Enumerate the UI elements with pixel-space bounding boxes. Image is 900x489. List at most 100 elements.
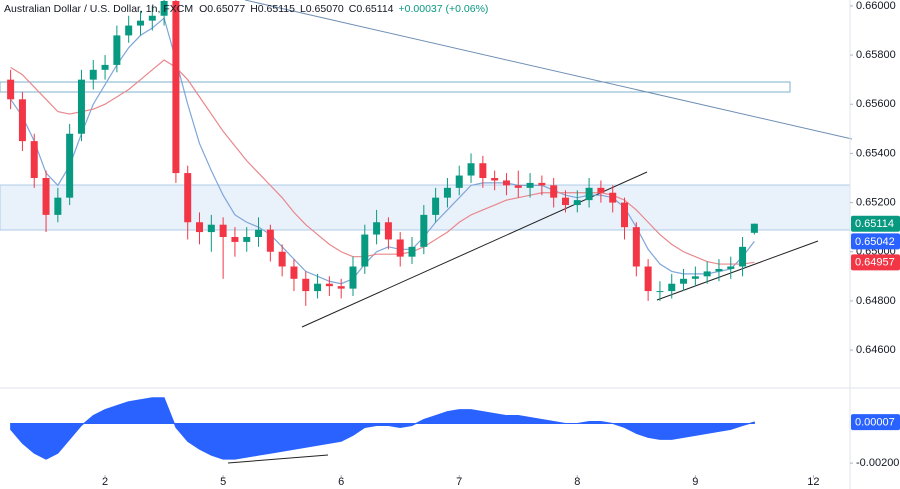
candle-body [7, 79, 15, 100]
moving-average [10, 59, 755, 265]
candle-body [196, 222, 204, 233]
zone-box [0, 81, 791, 93]
price-badge-label: 0.64957 [855, 257, 895, 269]
candle-body [373, 222, 381, 235]
y-tick-label: -0.00200 [856, 457, 899, 469]
candle-body [314, 283, 322, 292]
x-tick-label: 2 [102, 476, 108, 488]
candle-body [77, 79, 85, 134]
x-tick-label: 5 [220, 476, 226, 488]
candle-body [89, 69, 97, 80]
price-badge [851, 233, 900, 250]
candle-body [172, 0, 180, 174]
chart-title: Australian Dollar / U.S. Dollar, 1h, FXC… [4, 3, 193, 15]
header-value: L0.65070 [300, 3, 344, 15]
y-tick-label: 0.66000 [856, 0, 896, 12]
candle-body [514, 185, 522, 188]
candle-body [148, 15, 156, 21]
y-tick-label: 0.65800 [856, 49, 896, 61]
candle-body [491, 177, 499, 181]
candle-body [455, 175, 463, 188]
candle-body [325, 283, 333, 287]
candle-body [396, 239, 404, 257]
candle-body [42, 177, 50, 215]
header-value: +0.00037 (+0.06%) [399, 3, 489, 15]
candle-body [302, 278, 310, 292]
header-value: O0.65077 [199, 3, 245, 15]
trend-line [244, 0, 853, 140]
x-tick-label: 6 [338, 476, 344, 488]
candle-body [290, 266, 298, 279]
candle-body [632, 227, 640, 267]
candle-body [668, 283, 676, 292]
trend-line [227, 454, 329, 464]
axis: 0.646000.648000.650000.652000.654000.656… [102, 0, 900, 488]
y-tick-label: 0.64800 [856, 295, 896, 307]
x-tick-label: 9 [692, 476, 698, 488]
y-tick-label: 0.65200 [856, 196, 896, 208]
candle-body [432, 197, 440, 215]
y-tick-label: 0.65600 [856, 98, 896, 110]
candle-body [750, 223, 758, 233]
candle-body [266, 229, 274, 252]
moving-average [10, 17, 755, 285]
y-tick-label: 0.65400 [856, 147, 896, 159]
candle-body [349, 266, 357, 289]
candle-body [739, 246, 747, 267]
candle-body [609, 192, 617, 203]
candle-body [361, 234, 369, 267]
candle-body [231, 236, 239, 242]
candle-body [255, 229, 263, 237]
header: Australian Dollar / U.S. Dollar, 1h, FXC… [4, 3, 488, 15]
candle-body [101, 64, 109, 70]
price-badge-label: 0.65114 [855, 218, 894, 230]
candle-body [408, 246, 416, 257]
candle-body [113, 35, 121, 65]
header-value: C0.65114 [349, 3, 394, 15]
candle-body [644, 266, 652, 292]
header-value: H0.65115 [250, 3, 295, 15]
candle-body [207, 224, 215, 233]
candle-body [160, 0, 168, 16]
candle-body [703, 271, 711, 277]
candle-body [66, 133, 74, 198]
candle-body [30, 141, 38, 178]
candle-body [550, 185, 558, 198]
candle-body [184, 173, 192, 223]
price-badge [851, 215, 900, 232]
candle-body [479, 163, 487, 178]
candle-body [467, 163, 475, 176]
candle-body [219, 224, 227, 237]
candle-body [243, 236, 251, 242]
x-tick-label: 12 [807, 476, 819, 488]
x-tick-label: 8 [574, 476, 580, 488]
candle-body [443, 187, 451, 198]
candle-body [526, 182, 534, 188]
price-badge [851, 414, 900, 431]
x-tick-label: 7 [456, 476, 462, 488]
price-badge [851, 254, 900, 271]
candle-body [384, 222, 392, 240]
candle-body [561, 197, 569, 206]
price-badge-label: 0.65042 [855, 236, 895, 248]
candle-body [656, 291, 664, 293]
oscillator-area [10, 397, 755, 460]
candle-body [727, 266, 735, 269]
candle-body [125, 25, 133, 36]
candle-body [715, 268, 723, 272]
candle-body [54, 197, 62, 215]
marks [7, 0, 758, 460]
candle-body [585, 187, 593, 201]
candle-body [420, 214, 428, 247]
candle-body [621, 202, 629, 228]
candle-body [573, 200, 581, 206]
candle-body [18, 99, 26, 142]
candle-body [680, 278, 688, 284]
candle-body [691, 276, 699, 279]
candle-body [337, 286, 345, 289]
y-tick-label: 0.64600 [856, 344, 896, 356]
price-badge-label: 0.00007 [855, 417, 895, 429]
candle-body [502, 180, 510, 186]
candle-body [538, 182, 546, 186]
